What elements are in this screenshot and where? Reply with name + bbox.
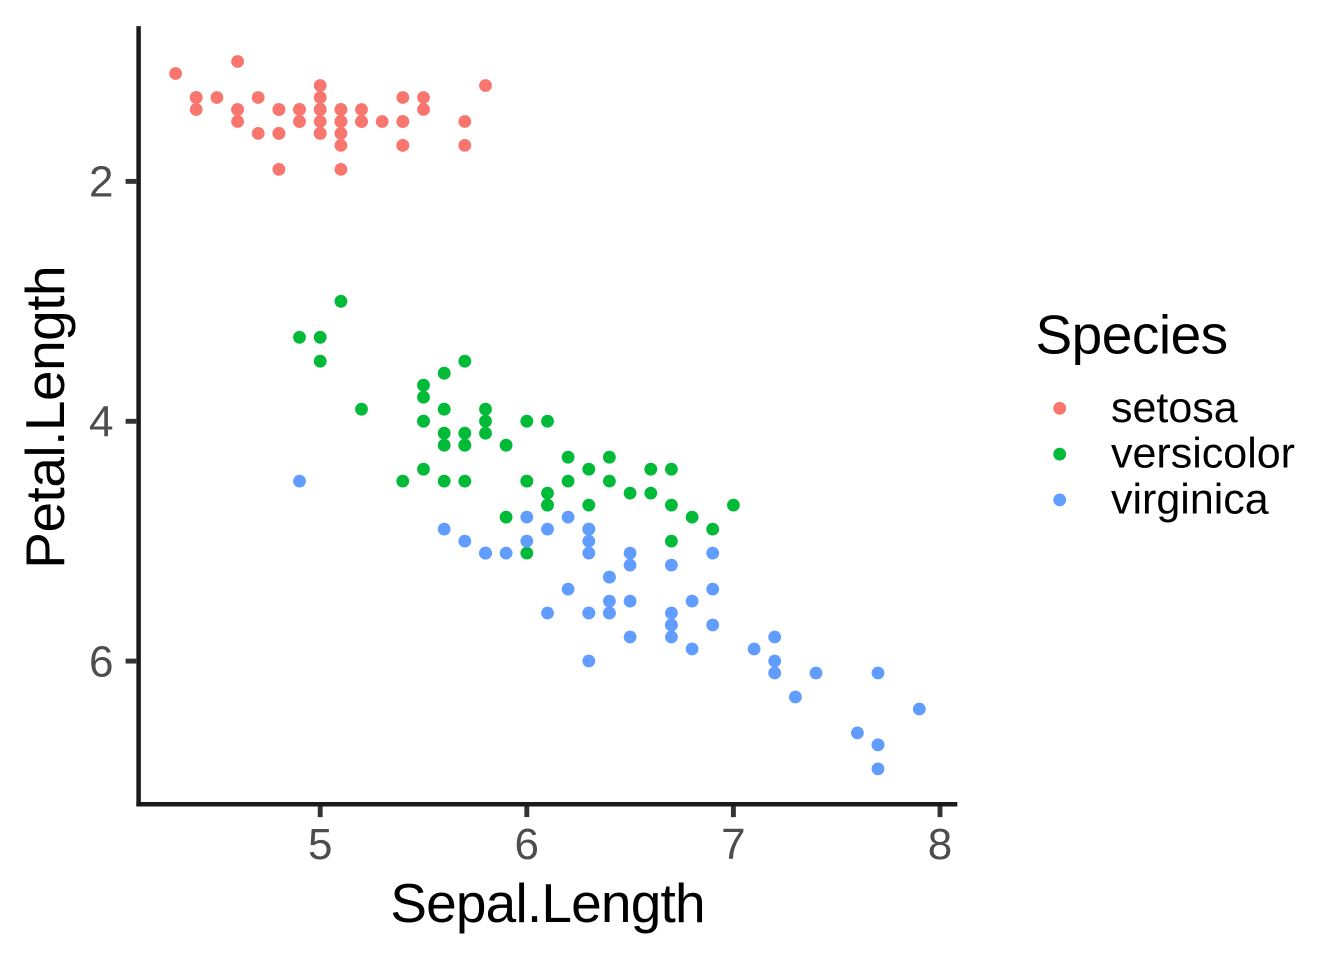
svg-text:8: 8 [928,820,952,869]
svg-text:2: 2 [89,158,113,207]
svg-text:7: 7 [721,820,745,869]
svg-text:virginica: virginica [1111,475,1269,523]
svg-text:Sepal.Length: Sepal.Length [390,872,705,934]
svg-text:6: 6 [515,820,539,869]
svg-text:5: 5 [308,820,332,869]
svg-text:versicolor: versicolor [1111,430,1295,478]
svg-text:setosa: setosa [1111,384,1238,432]
svg-text:6: 6 [89,637,113,686]
svg-text:4: 4 [89,398,113,447]
svg-text:Species: Species [1036,304,1228,366]
svg-text:Petal.Length: Petal.Length [14,266,76,569]
